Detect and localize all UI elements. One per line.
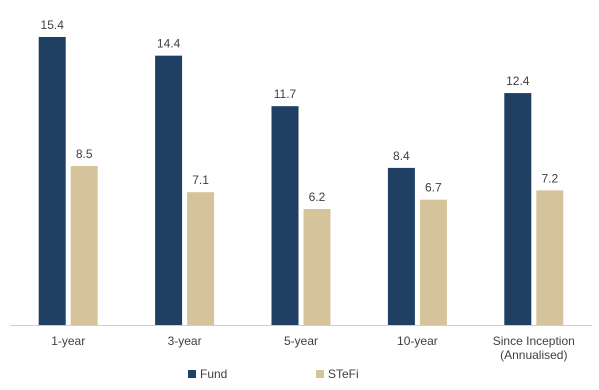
bar-stefi — [419, 199, 447, 325]
x-tick-label: 10-year — [397, 334, 438, 348]
data-label-stefi: 6.7 — [425, 181, 442, 195]
data-label-fund: 15.4 — [41, 18, 65, 32]
x-tick-label-line: Since Inception — [493, 334, 575, 348]
legend: Fund STeFi — [188, 367, 359, 381]
legend-swatch-stefi — [316, 370, 324, 378]
bar-fund — [504, 93, 532, 326]
bar-fund — [155, 55, 183, 326]
data-label-fund: 11.7 — [274, 87, 297, 101]
bar-fund — [38, 36, 66, 326]
data-label-stefi: 7.1 — [192, 173, 209, 187]
bar-stefi — [70, 166, 98, 325]
x-tick-label-line: (Annualised) — [500, 348, 567, 362]
bar-stefi — [303, 209, 331, 325]
data-label-fund: 12.4 — [506, 74, 530, 88]
bar-stefi — [536, 190, 564, 325]
bar-fund — [387, 167, 415, 325]
data-label-fund: 8.4 — [393, 149, 410, 163]
bars-group — [38, 36, 564, 326]
x-tick-label-line: 3-year — [168, 334, 202, 348]
data-label-stefi: 7.2 — [541, 171, 558, 185]
x-tick-label: 1-year — [51, 334, 85, 348]
data-label-fund: 14.4 — [157, 37, 181, 51]
bar-stefi — [187, 192, 215, 325]
category-labels-group: 1-year 3-year 5-year 10-year Since Inception… — [51, 334, 575, 362]
x-tick-label-line: 10-year — [397, 334, 438, 348]
legend-label-fund: Fund — [200, 367, 227, 381]
x-tick-label: 3-year — [168, 334, 202, 348]
legend-swatch-fund — [188, 370, 196, 378]
bar-fund — [271, 106, 299, 326]
data-label-stefi: 8.5 — [76, 147, 93, 161]
x-tick-label-line: 5-year — [284, 334, 318, 348]
x-tick-label-line: 1-year — [51, 334, 85, 348]
value-labels-group: 15.4 8.5 14.4 7.1 11.7 6.2 8.4 6.7 12.4 7.2 — [41, 18, 559, 204]
x-tick-label: Since Inception (Annualised) — [493, 334, 575, 362]
legend-label-stefi: STeFi — [328, 367, 359, 381]
data-label-stefi: 6.2 — [309, 190, 326, 204]
x-tick-label: 5-year — [284, 334, 318, 348]
